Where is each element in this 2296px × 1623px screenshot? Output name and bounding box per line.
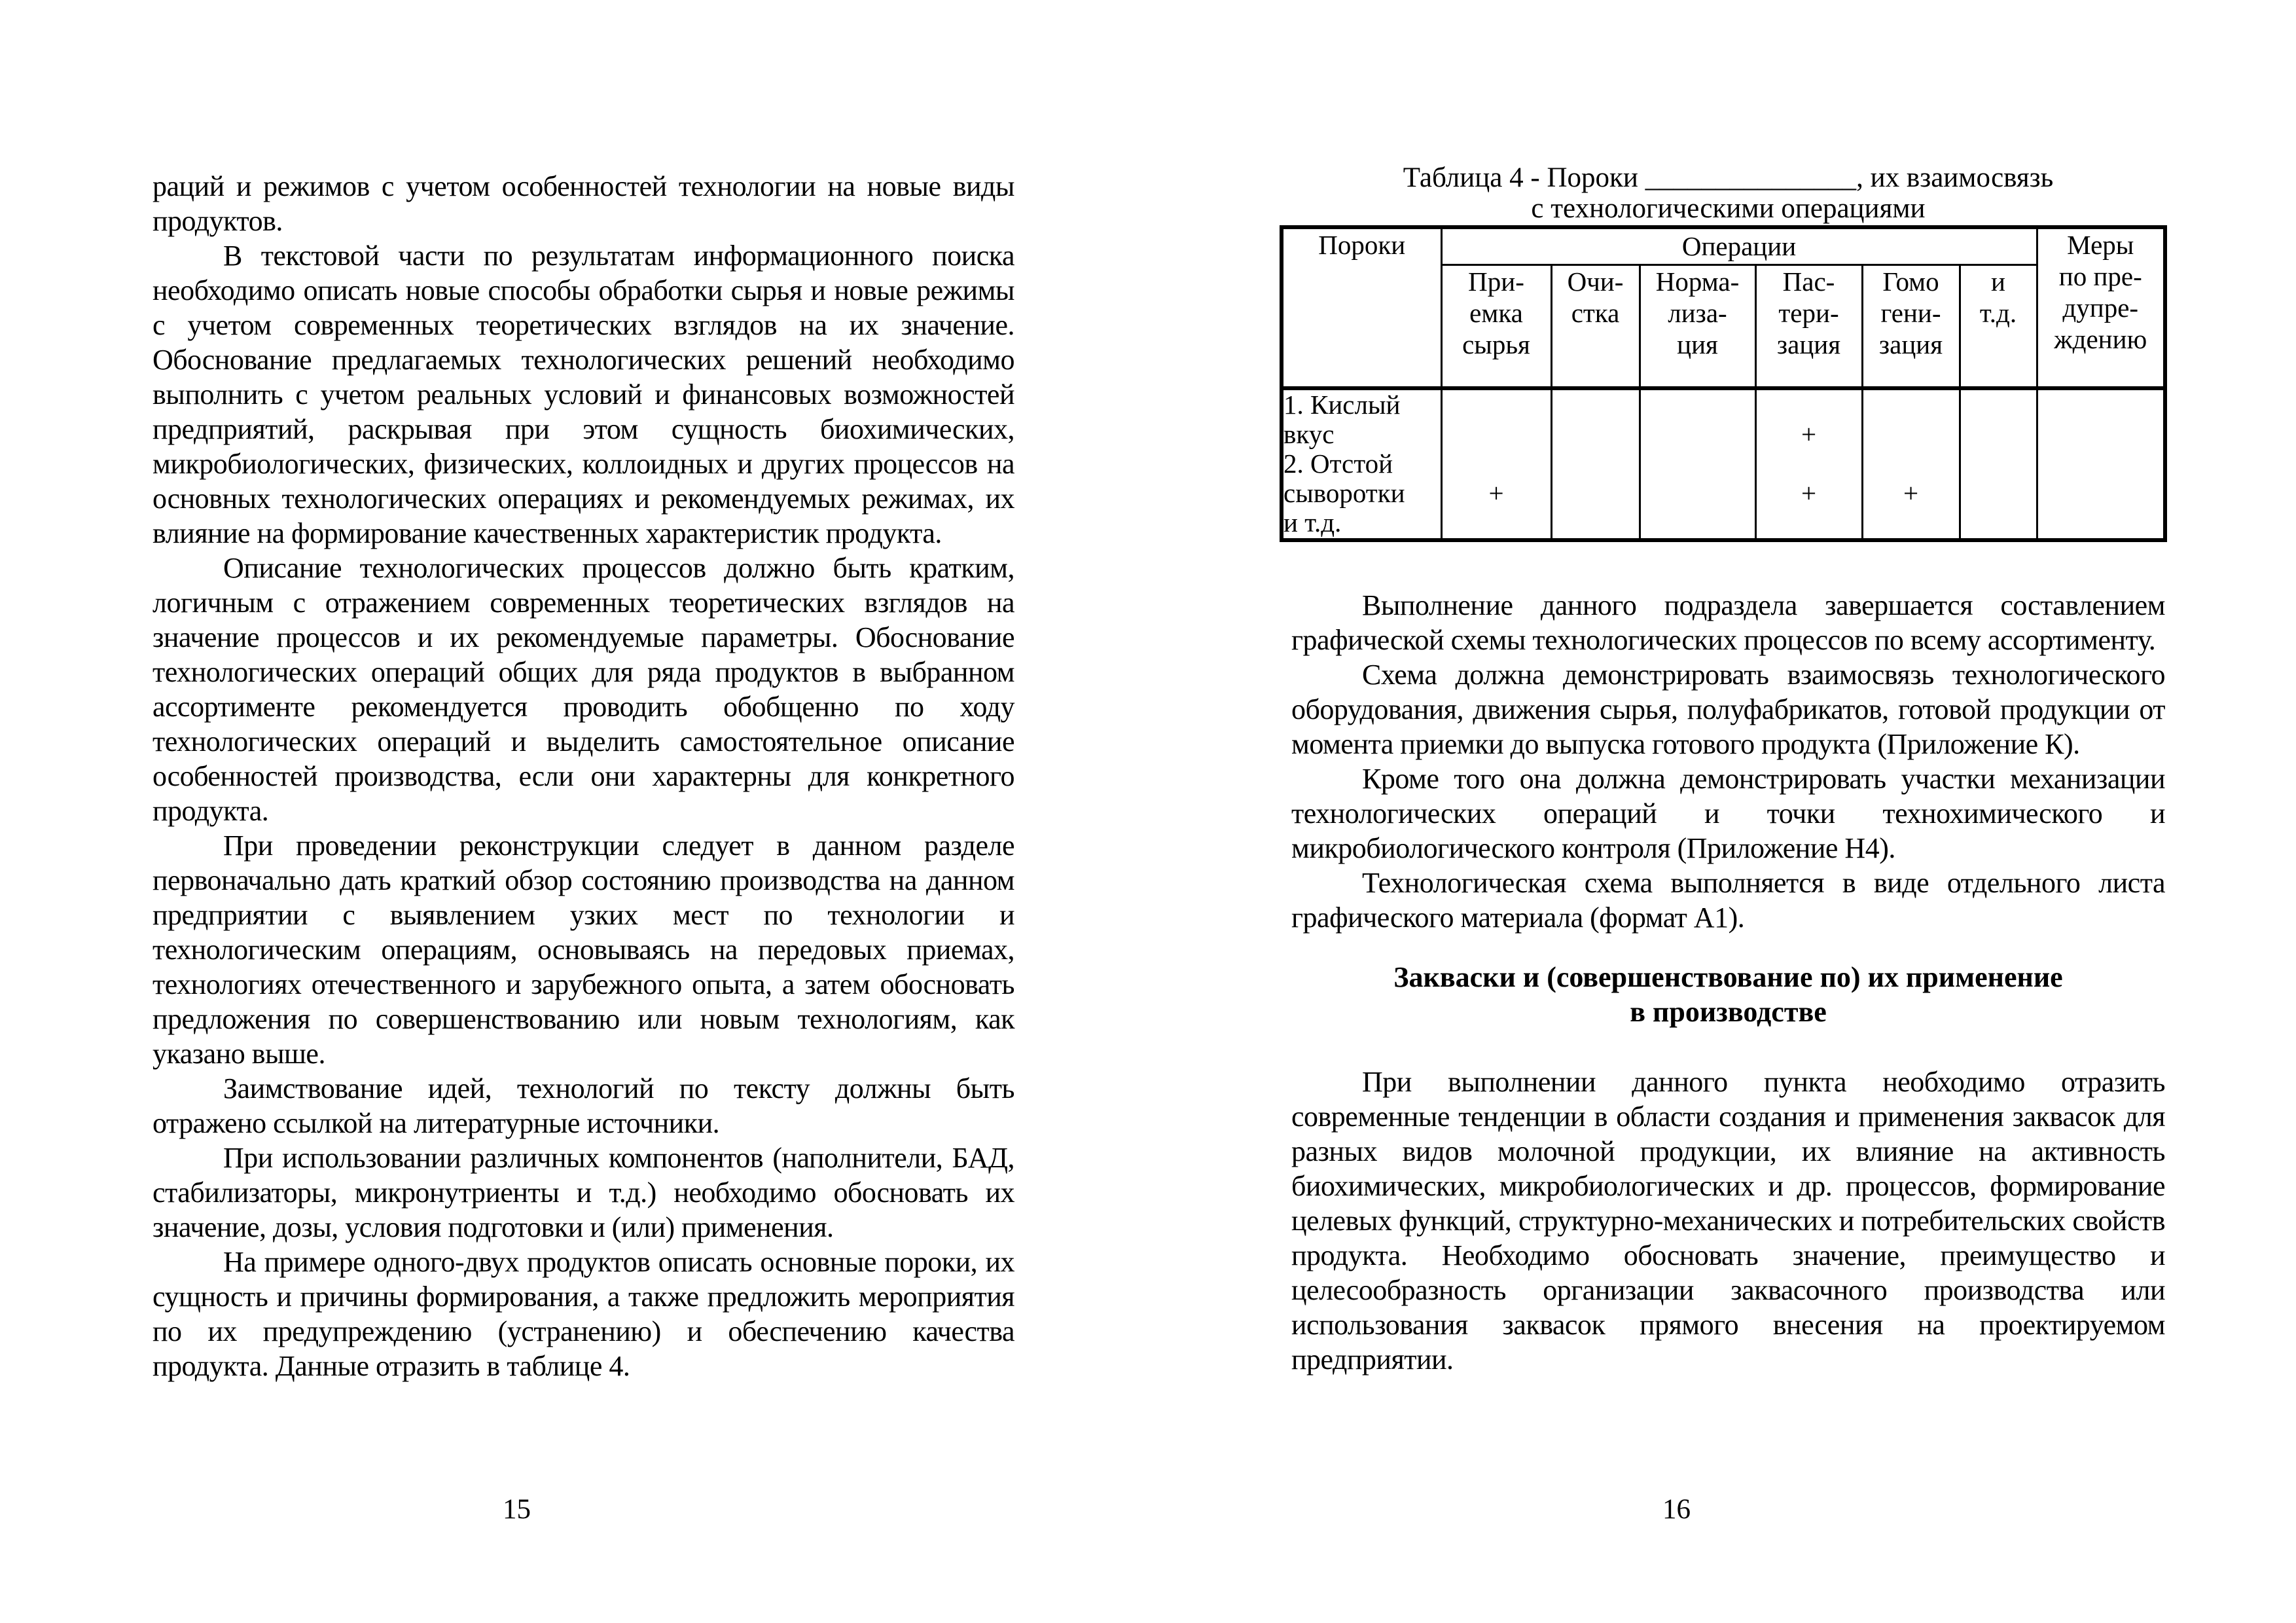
defect-line: сыворотки [1283, 477, 1405, 508]
paragraph: При выполнении данного пункта необходимо… [1291, 1065, 2166, 1376]
mark-line: + [1801, 477, 1817, 508]
mark-line [1864, 420, 1958, 449]
mark-line [1864, 392, 1958, 420]
mark-line [1641, 392, 1753, 420]
paragraph: При проведении реконструкции следует в д… [152, 830, 1015, 1070]
page-16: Таблица 4 - Пороки _______________, их в… [1280, 162, 2167, 1377]
paragraph: Заимствование идей, технологий по тексту… [152, 1072, 1015, 1139]
table-header-line: лиза- [1668, 298, 1727, 328]
table-header-line: Очи- [1567, 266, 1624, 297]
subheader-pasteurization-cell: Пас-тери-зация [1754, 264, 1863, 389]
paragraph: При использовании различных компонентов … [152, 1142, 1015, 1243]
defect-line: вкус [1283, 418, 1335, 449]
body-normalization-marks-cell [1638, 386, 1757, 541]
body-measures-cell [2036, 386, 2166, 541]
table-header-line: гени- [1880, 298, 1941, 328]
mark-line [1641, 479, 1753, 508]
section-heading-line-2: в производстве [1630, 995, 1827, 1028]
mark-line [1757, 449, 1860, 479]
table-header-line: Меры [2067, 230, 2134, 260]
mark-line [1864, 449, 1958, 479]
mark-line [1962, 449, 2035, 479]
mark-line [1864, 508, 1958, 538]
mark-line [1443, 420, 1549, 449]
body-defects-cell: 1. Кислый вкус 2. Отстой сыворотки и т.д. [1280, 386, 1443, 541]
body-homogenization-marks-cell: + [1861, 386, 1961, 541]
mark-line: + [1903, 477, 1919, 508]
mark-line [1553, 420, 1638, 449]
mark-line [1962, 392, 2035, 420]
section-heading-line-1: Закваски и (совершенствование по) их при… [1393, 960, 2063, 993]
mark-line [1962, 420, 2035, 449]
paragraph: На примере одного-двух продуктов описать… [152, 1246, 1015, 1382]
paragraph: Выполнение данного подраздела завершаетс… [1291, 589, 2166, 656]
paragraph: Описание технологических процессов должн… [152, 552, 1015, 827]
header-measures-cell: Меры по пре-дупре-ждению [2036, 226, 2166, 389]
mark-line [1443, 392, 1549, 420]
mark-line [1553, 479, 1638, 508]
table-header-line: тери- [1778, 298, 1839, 328]
table-header-line: зация [1878, 329, 1943, 359]
mark-line [1962, 479, 2035, 508]
subheader-acceptance-cell: При-емка сырья [1440, 264, 1552, 389]
mark-line [1443, 508, 1549, 538]
header-operations-cell: Операции [1440, 226, 2038, 266]
mark-line [1757, 508, 1860, 538]
table-header-line: Гомо [1882, 266, 1939, 297]
mark-line [1553, 508, 1638, 538]
right-page-text-upper: Выполнение данного подраздела завершаетс… [1291, 588, 2166, 935]
defects-operations-table: Пороки Операции Меры по пре-дупре-ждению … [1280, 225, 2167, 542]
subheader-etc-cell: и т.д. [1958, 264, 2038, 389]
section-heading: Закваски и (совершенствование по) их при… [1291, 960, 2165, 1029]
table-header-line: т.д. [1979, 298, 2017, 328]
subheader-purification-cell: Очи-стка [1550, 264, 1641, 389]
mark-line: + [1801, 418, 1817, 449]
subheader-normalization-cell: Норма-лиза-ция [1638, 264, 1757, 389]
table-header-line: При- [1468, 266, 1524, 297]
table-header-line: стка [1571, 298, 1620, 328]
table-header-line: Пас- [1782, 266, 1835, 297]
body-purification-marks-cell [1550, 386, 1641, 541]
table-header-line: и [1991, 266, 2005, 297]
table-header-line: зация [1776, 329, 1841, 359]
mark-line [1443, 449, 1549, 479]
mark-line [1962, 508, 2035, 538]
table-header-line: ждению [2054, 324, 2147, 354]
mark-line [1641, 449, 1753, 479]
page-15: раций и режимов с учетом особенностей те… [152, 169, 1015, 1383]
table-caption-line-1: Таблица 4 - Пороки _______________, их в… [1403, 162, 2054, 193]
header-defects-cell: Пороки [1280, 226, 1443, 389]
defect-line: 1. Кислый [1283, 389, 1401, 420]
mark-line: + [1488, 477, 1504, 508]
body-acceptance-marks-cell: + [1440, 386, 1552, 541]
defect-line: и т.д. [1283, 507, 1342, 538]
body-etc-marks-cell [1958, 386, 2038, 541]
table-caption-line-2: с технологическими операциями [1531, 193, 1926, 224]
body-pasteurization-marks-cell: + + [1754, 386, 1863, 541]
mark-line [1641, 420, 1753, 449]
paragraph: раций и режимов с учетом особенностей те… [152, 170, 1015, 237]
mark-line [1553, 392, 1638, 420]
right-page-text-lower: При выполнении данного пункта необходимо… [1291, 1065, 2166, 1377]
paragraph: Кроме того она должна демонстрировать уч… [1291, 762, 2166, 864]
table-header-line: дупре- [2062, 293, 2139, 323]
table-header-line: емка [1469, 298, 1523, 328]
page-number-right: 16 [1662, 1494, 1691, 1525]
defect-line: 2. Отстой [1283, 448, 1393, 479]
paragraph: Схема должна демонстрировать взаимосвязь… [1291, 658, 2166, 760]
subheader-homogenization-cell: Гомо гени-зация [1861, 264, 1961, 389]
mark-line [1641, 508, 1753, 538]
mark-line [1553, 449, 1638, 479]
page-number-left: 15 [503, 1494, 531, 1525]
table-header-line: ция [1677, 329, 1718, 359]
paragraph: Технологическая схема выполняется в виде… [1291, 866, 2166, 934]
table-header-line: сырья [1462, 329, 1530, 359]
table-header-line: по пре- [2058, 261, 2142, 291]
left-page-text: раций и режимов с учетом особенностей те… [152, 169, 1015, 1383]
table-header-line: Норма- [1655, 266, 1740, 297]
mark-line [1757, 392, 1860, 420]
paragraph: В текстовой части по результатам информа… [152, 240, 1015, 549]
